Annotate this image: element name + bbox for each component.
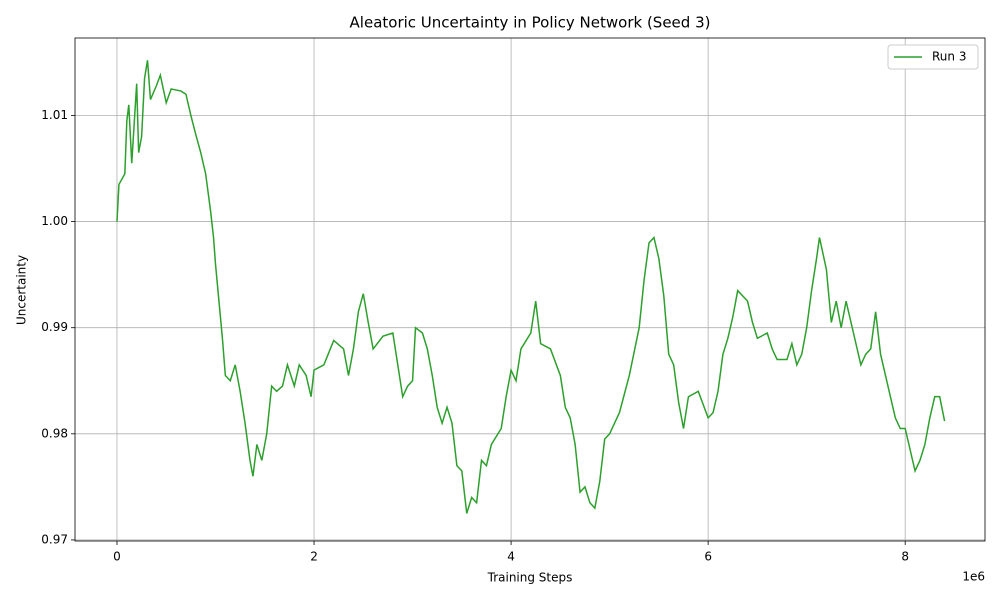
data-line	[116, 60, 946, 514]
x-tick-label: 2	[310, 550, 318, 564]
chart-title: Aleatoric Uncertainty in Policy Network …	[350, 14, 711, 32]
x-tick-label: 8	[901, 550, 909, 564]
y-tick-label: 0.97	[41, 532, 68, 546]
plot-frame	[74, 37, 986, 542]
x-tick-label: 4	[507, 550, 515, 564]
x-axis-label: Training Steps	[487, 571, 573, 585]
x-tick-label: 0	[113, 550, 121, 564]
x-offset-label: 1e6	[962, 570, 985, 584]
y-tick-label: 1.01	[41, 108, 68, 122]
x-tick-label: 6	[704, 550, 712, 564]
legend-box	[887, 44, 979, 70]
y-tick-label: 0.98	[41, 426, 68, 440]
y-axis-label: Uncertainty	[15, 255, 29, 325]
legend-label: Run 3	[932, 50, 966, 64]
y-tick-label: 0.99	[41, 320, 68, 334]
y-tick-label: 1.00	[41, 214, 68, 228]
